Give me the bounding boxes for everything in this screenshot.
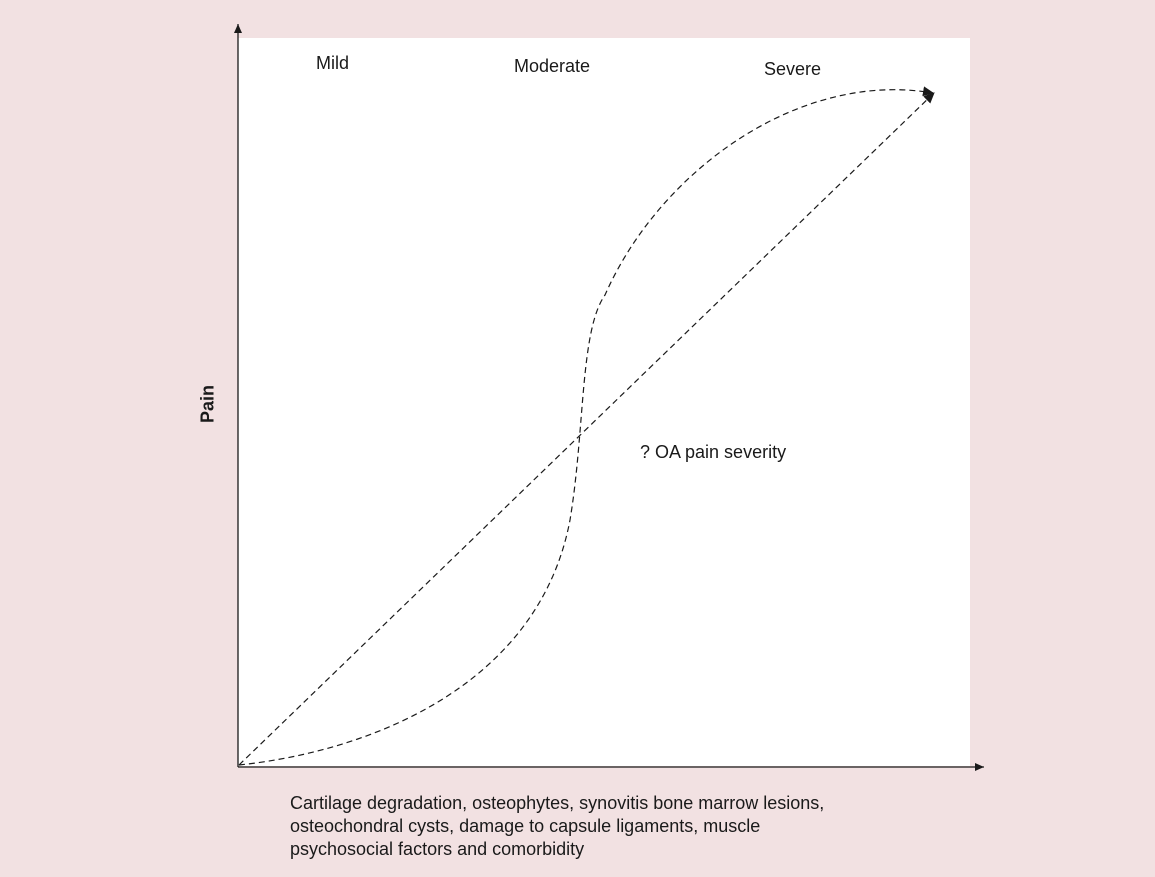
stage-label-mild: Mild	[316, 53, 350, 73]
x-axis-label: Cartilage degradation, osteophytes, syno…	[290, 792, 990, 861]
curve-annotation: ? OA pain severity	[640, 442, 787, 462]
stage-label-moderate: Moderate	[514, 56, 591, 76]
linear-pain-line	[238, 92, 935, 766]
x-axis-label-line: Cartilage degradation, osteophytes, syno…	[290, 793, 825, 813]
x-axis-label-line: psychosocial factors and comorbidity	[290, 839, 585, 859]
stage-label-severe: Severe	[764, 59, 822, 79]
y-axis-label: Pain	[197, 384, 218, 424]
plot-panel	[238, 38, 970, 766]
x-axis-label-line: osteochondral cysts, damage to capsule l…	[290, 816, 761, 836]
